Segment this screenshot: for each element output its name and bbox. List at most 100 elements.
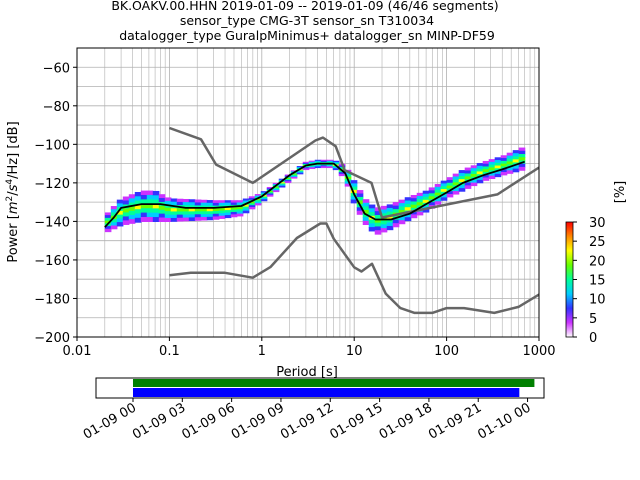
colorbar: 0 5 10 15 20 25 30 [%] <box>565 181 628 346</box>
psd-density-cell <box>284 176 292 179</box>
psd-density-cell <box>368 208 376 213</box>
psd-density-cell <box>140 203 148 209</box>
psd-density-cell <box>458 185 466 189</box>
psd-density-cell <box>188 208 196 212</box>
psd-density-cell <box>116 218 124 223</box>
psd-density-cell <box>368 204 376 209</box>
psd-density-cell <box>332 160 340 163</box>
psd-density-cell <box>518 163 526 168</box>
psd-density-cell <box>410 198 418 203</box>
psd-density-cell <box>434 192 442 197</box>
psd-density-cell <box>254 200 262 203</box>
timeline-tick-label: 01-09 00 <box>81 400 139 442</box>
psd-density-cell <box>224 207 232 211</box>
psd-density-cell <box>308 165 316 167</box>
psd-density-cell <box>488 172 496 177</box>
psd-density-cell <box>500 155 508 159</box>
psd-density-cell <box>218 202 226 206</box>
psd-density-cell <box>362 199 370 204</box>
psd-density-cell <box>134 209 142 215</box>
psd-density-cell <box>410 194 418 199</box>
psd-density-cell <box>476 165 484 170</box>
psd-density-cell <box>440 186 448 190</box>
psd-density-cell <box>326 164 334 166</box>
psd-density-cell <box>242 208 250 212</box>
psd-density-cell <box>410 211 418 215</box>
psd-density-cell <box>242 204 250 208</box>
psd-density-cell <box>314 160 322 163</box>
psd-density-cell <box>506 155 514 160</box>
psd-density-cell <box>158 209 166 215</box>
psd-density-cell <box>452 173 460 178</box>
psd-density-cell <box>458 170 466 174</box>
psd-density-cell <box>398 220 406 225</box>
psd-density-cell <box>170 198 178 203</box>
psd-density-cell <box>248 206 256 210</box>
psd-density-cell <box>152 217 160 222</box>
psd-density-cell <box>218 213 226 217</box>
psd-density-cell <box>320 160 328 163</box>
psd-density-cell <box>434 198 442 202</box>
psd-density-cell <box>158 213 166 219</box>
psd-density-cell <box>356 210 364 215</box>
psd-density-cell <box>266 192 274 195</box>
psd-density-cell <box>110 209 118 214</box>
psd-density-cell <box>488 159 496 163</box>
psd-density-cell <box>146 203 154 209</box>
psd-density-cell <box>200 214 208 218</box>
psd-density-cell <box>152 208 160 214</box>
psd-density-cell <box>506 167 514 171</box>
psd-density-cell <box>104 215 112 219</box>
psd-density-cell <box>266 193 274 196</box>
psd-density-cell <box>296 172 304 175</box>
psd-density-cell <box>512 153 520 157</box>
psd-density-cell <box>134 191 142 197</box>
psd-density-cell <box>386 215 394 220</box>
psd-density-cell <box>410 214 418 219</box>
psd-density-cell <box>326 160 334 163</box>
psd-density-cell <box>164 207 172 212</box>
psd-density-cell <box>140 194 148 200</box>
psd-density-cell <box>284 180 292 182</box>
psd-density-cell <box>464 182 472 186</box>
psd-density-cell <box>332 163 340 166</box>
psd-density-cell <box>290 175 298 178</box>
psd-density-cell <box>152 212 160 218</box>
psd-density-cell <box>452 188 460 192</box>
psd-density-cell <box>356 193 364 198</box>
y-tick-label: −120 <box>34 177 70 192</box>
psd-density-cell <box>440 183 448 187</box>
psd-density-cell <box>482 177 490 181</box>
psd-density-cell <box>236 209 244 212</box>
x-tick-label: 100 <box>434 344 459 359</box>
psd-density-cell <box>218 200 226 204</box>
timeline-bars <box>132 379 535 397</box>
psd-density-cell <box>350 180 358 184</box>
psd-density-cell <box>326 166 334 169</box>
psd-density-cell <box>230 209 238 213</box>
psd-density-cell <box>200 202 208 207</box>
psd-density-cell <box>170 201 178 206</box>
psd-density-cell <box>470 179 478 184</box>
psd-density-cell <box>380 205 388 211</box>
psd-density-cell <box>404 207 412 212</box>
psd-density-cell <box>368 212 376 217</box>
y-tick-label: −180 <box>34 292 70 307</box>
psd-density-cell <box>506 170 514 174</box>
psd-density-cell <box>434 184 442 188</box>
psd-density-cell <box>338 173 346 177</box>
psd-density-cell <box>248 196 256 199</box>
psd-density-cell <box>458 173 466 177</box>
psd-density-cell <box>374 218 382 224</box>
psd-density-cell <box>146 212 154 218</box>
psd-density-cell <box>110 212 118 217</box>
psd-density-cell <box>116 199 124 204</box>
y-tick-label: −160 <box>34 254 70 269</box>
psd-density-cell <box>392 209 400 214</box>
psd-density-cell <box>164 204 172 209</box>
psd-density-cell <box>428 202 436 206</box>
psd-density-cell <box>398 206 406 211</box>
psd-density-cell <box>434 186 442 191</box>
psd-density-cell <box>314 165 322 167</box>
